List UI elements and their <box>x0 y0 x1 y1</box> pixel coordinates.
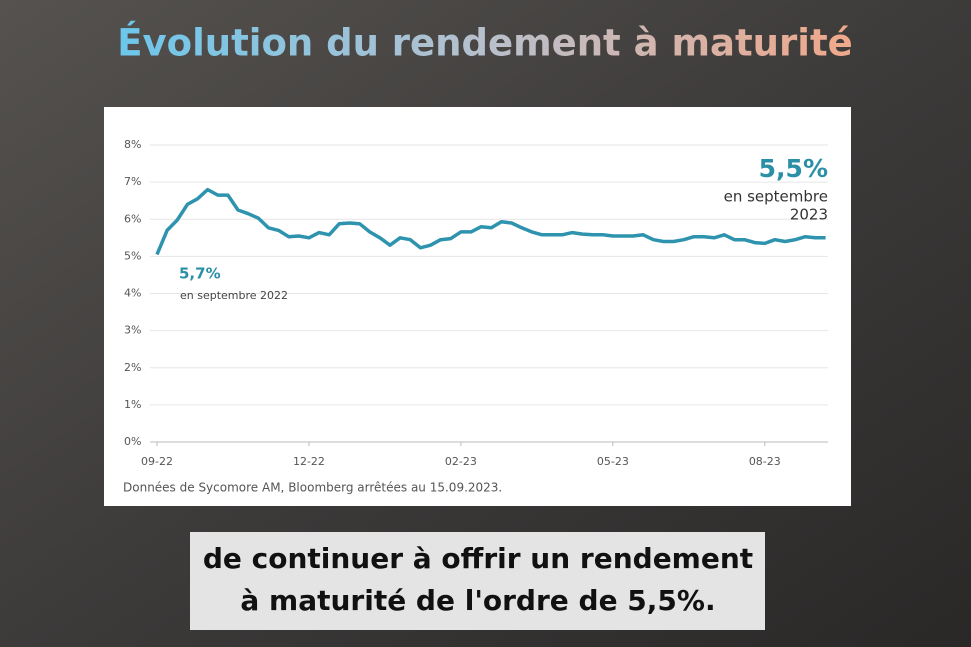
x-tick-label: 12-22 <box>293 455 325 468</box>
x-tick-label: 05-23 <box>597 455 629 468</box>
y-tick-label: 1% <box>124 398 141 411</box>
y-tick-label: 8% <box>124 138 141 151</box>
x-tick-label: 09-22 <box>141 455 173 468</box>
y-tick-label: 7% <box>124 175 141 188</box>
y-tick-label: 2% <box>124 361 141 374</box>
caption: de continuer à offrir un rendement à matu… <box>203 542 753 617</box>
title: Évolution du rendement à maturité <box>117 21 852 65</box>
annotation-note: en septembre 2022 <box>180 289 288 302</box>
annotation-note: 2023 <box>790 206 828 224</box>
y-tick-label: 3% <box>124 324 141 337</box>
plot: 0% 1% 2% 3% 4% 5% 6% 7% 8% 09-22 12-22 02-23 05-23 08… <box>124 138 828 468</box>
annotation-note: en septembre <box>724 188 828 206</box>
source: Données de Sycomore AM, Bloomberg arrêté… <box>123 481 502 495</box>
chart-card <box>104 107 851 506</box>
caption-line: à maturité de l'ordre de 5,5%. <box>240 584 715 617</box>
caption-box <box>190 532 765 630</box>
x-tick-label: 02-23 <box>445 455 477 468</box>
yield-line <box>155 187 826 256</box>
y-tick-label: 4% <box>124 287 141 300</box>
annotation-value: 5,7% <box>179 265 221 283</box>
y-tick-label: 6% <box>124 212 141 225</box>
y-tick-label: 5% <box>124 249 141 262</box>
caption-line: de continuer à offrir un rendement <box>203 542 753 575</box>
y-tick-label: 0% <box>124 435 141 448</box>
annotation-value: 5,5% <box>759 154 828 183</box>
x-tick-label: 08-23 <box>749 455 781 468</box>
